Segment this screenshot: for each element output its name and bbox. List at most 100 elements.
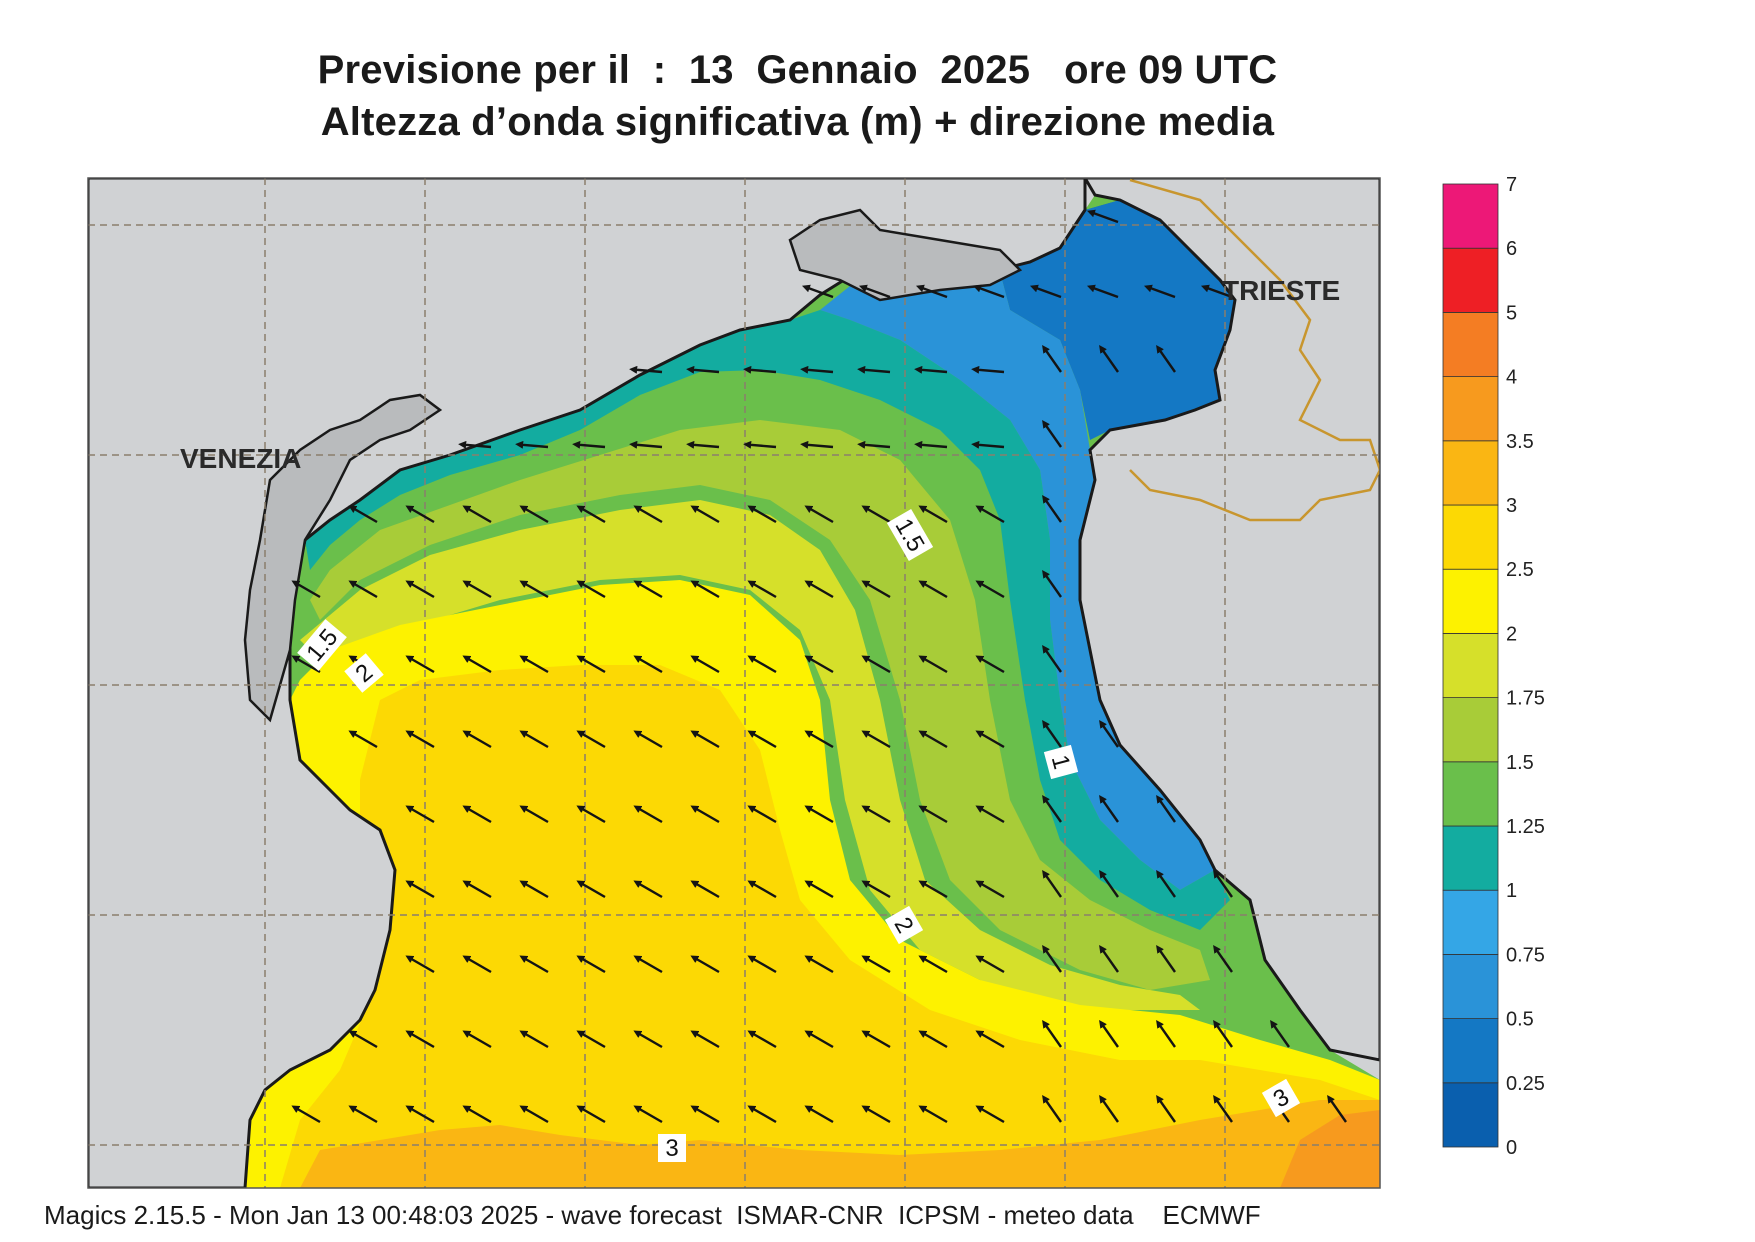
direction-arrow <box>975 1105 1005 1124</box>
colorbar-tick-label: 3.5 <box>1506 431 1534 453</box>
direction-arrow <box>405 580 435 599</box>
colorbar-tick-label: 0.5 <box>1506 1009 1534 1031</box>
direction-arrow <box>918 1030 948 1049</box>
direction-arrow <box>633 1105 663 1124</box>
direction-arrow <box>861 880 891 899</box>
direction-arrow <box>747 655 777 674</box>
band-3 <box>300 1100 1380 1188</box>
colorbar-tick-label: 1.5 <box>1506 752 1534 774</box>
band-2.5 <box>280 665 1380 1188</box>
direction-arrow <box>519 730 549 749</box>
colorbar-swatch <box>1442 697 1499 763</box>
direction-arrow <box>918 580 948 599</box>
direction-arrow <box>1156 1094 1176 1123</box>
direction-arrow <box>915 284 948 299</box>
direction-arrow <box>576 655 606 674</box>
direction-arrow <box>519 1105 549 1124</box>
direction-arrows <box>291 209 1347 1124</box>
colorbar-tick-label: 1.75 <box>1506 688 1545 710</box>
direction-arrow <box>519 955 549 974</box>
footer-credits: Magics 2.15.5 - Mon Jan 13 00:48:03 2025… <box>44 1200 1261 1230</box>
direction-arrow <box>633 505 663 524</box>
colorbar-swatch <box>1442 633 1499 699</box>
direction-arrow <box>686 365 720 374</box>
direction-arrow <box>690 730 720 749</box>
direction-arrow <box>1156 1019 1176 1048</box>
direction-arrow <box>462 880 492 899</box>
direction-arrow <box>462 505 492 524</box>
direction-arrow <box>1156 869 1176 898</box>
colorbar-tick-label: 5 <box>1506 302 1517 324</box>
direction-arrow <box>804 955 834 974</box>
direction-arrow <box>629 440 663 449</box>
direction-arrow <box>462 805 492 824</box>
colorbar-tick-label: 6 <box>1506 238 1517 260</box>
direction-arrow <box>633 955 663 974</box>
direction-arrow <box>690 805 720 824</box>
direction-arrow <box>857 365 891 374</box>
direction-arrow <box>405 655 435 674</box>
direction-arrow <box>633 805 663 824</box>
chart-title: Previsione per il : 13 Gennaio 2025 ore … <box>317 48 1278 92</box>
map-panel: 1.5 1.5 2 1 2 3 <box>88 178 1380 1188</box>
direction-arrow <box>633 1030 663 1049</box>
direction-arrow <box>918 880 948 899</box>
colorbar-tick-label: 3 <box>1506 495 1517 517</box>
direction-arrow <box>918 1105 948 1124</box>
direction-arrow <box>861 1105 891 1124</box>
direction-arrow <box>861 1030 891 1049</box>
colorbar-tick-label: 0.25 <box>1506 1073 1545 1095</box>
direction-arrow <box>747 955 777 974</box>
colorbar-swatch <box>1442 761 1499 827</box>
direction-arrow <box>975 580 1005 599</box>
direction-arrow <box>462 1030 492 1049</box>
chart-subtitle: Altezza d’onda significativa (m) + direz… <box>320 100 1275 144</box>
city-label-venezia: VENEZIA <box>180 443 301 474</box>
direction-arrow <box>1270 1019 1290 1048</box>
direction-arrow <box>576 730 606 749</box>
colorbar-swatch <box>1442 247 1499 313</box>
direction-arrow <box>1042 1019 1062 1048</box>
direction-arrow <box>519 655 549 674</box>
colorbar-tick-label: 1.25 <box>1506 816 1545 838</box>
band-1 <box>700 310 1230 930</box>
direction-arrow <box>1029 284 1062 299</box>
direction-arrow <box>971 440 1005 449</box>
direction-arrow <box>975 805 1005 824</box>
direction-arrow <box>747 805 777 824</box>
direction-arrow <box>405 730 435 749</box>
direction-arrow <box>690 505 720 524</box>
direction-arrow <box>914 365 948 374</box>
direction-arrow <box>519 505 549 524</box>
direction-arrow <box>975 505 1005 524</box>
direction-arrow <box>690 1030 720 1049</box>
direction-arrow <box>1042 419 1062 448</box>
colorbar-swatch <box>1442 889 1499 955</box>
direction-arrow <box>747 580 777 599</box>
direction-arrow <box>1213 1019 1233 1048</box>
direction-arrow <box>975 955 1005 974</box>
direction-arrow <box>690 880 720 899</box>
direction-arrow <box>458 440 492 449</box>
direction-arrow <box>576 880 606 899</box>
direction-arrow <box>1099 869 1119 898</box>
colorbar-swatch <box>1442 825 1499 891</box>
direction-arrow <box>804 580 834 599</box>
direction-arrow <box>975 1030 1005 1049</box>
direction-arrow <box>918 505 948 524</box>
direction-arrow <box>804 880 834 899</box>
direction-arrow <box>804 1030 834 1049</box>
direction-arrow <box>1086 284 1119 299</box>
colorbar-swatch <box>1442 504 1499 570</box>
direction-arrow <box>975 880 1005 899</box>
colorbar-swatch <box>1442 311 1499 377</box>
direction-arrow <box>1042 794 1062 823</box>
direction-arrow <box>348 505 378 524</box>
direction-arrow <box>576 505 606 524</box>
map-frame <box>87 177 1381 1189</box>
direction-arrow <box>633 730 663 749</box>
direction-arrow <box>975 655 1005 674</box>
direction-arrow <box>572 440 606 449</box>
direction-arrow <box>690 1105 720 1124</box>
